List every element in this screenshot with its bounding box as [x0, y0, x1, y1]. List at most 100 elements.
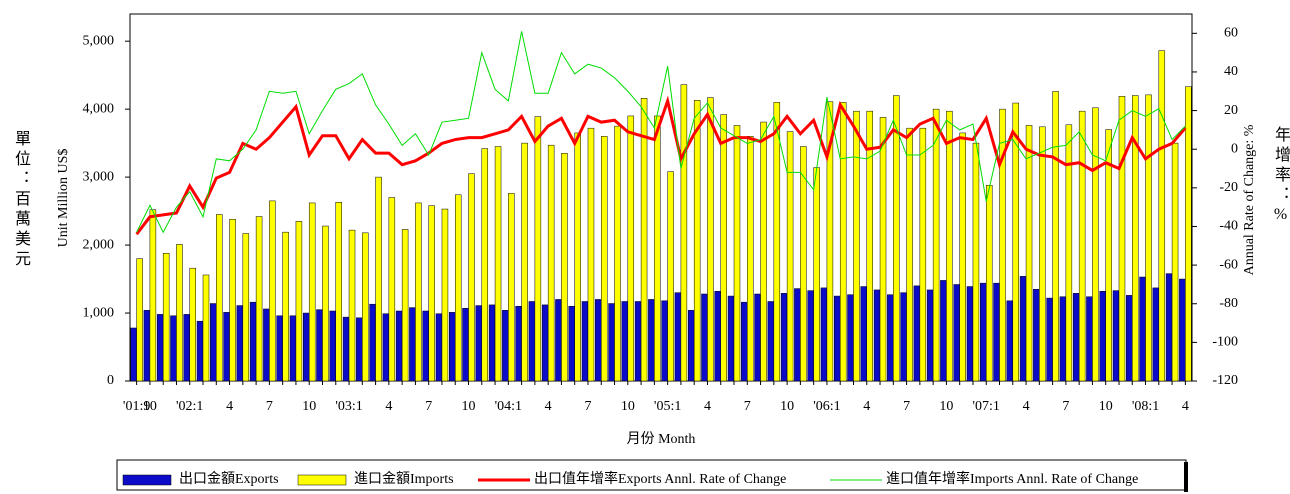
bar — [409, 307, 416, 382]
bar — [475, 305, 483, 382]
x-tick-label: 7 — [425, 399, 432, 414]
bar — [356, 317, 363, 382]
bar — [966, 286, 974, 382]
bar — [263, 308, 270, 382]
legend-label: 進口金額Imports — [354, 471, 454, 487]
bar — [847, 294, 854, 382]
bar — [1052, 91, 1059, 382]
bar — [674, 292, 682, 382]
y2-tick-label: -20 — [1219, 180, 1238, 195]
bar — [176, 244, 183, 382]
bar — [1025, 125, 1033, 382]
bar — [1019, 276, 1027, 382]
bar — [767, 301, 775, 382]
bar — [236, 305, 244, 382]
bar — [634, 301, 642, 382]
y2-axis-title-zh: 年增率：% — [1272, 126, 1289, 227]
bar — [587, 127, 595, 382]
bar — [1012, 102, 1020, 382]
bar — [335, 202, 342, 382]
bar — [375, 176, 382, 382]
bar — [329, 310, 337, 382]
bar — [820, 287, 828, 382]
bar — [680, 84, 688, 382]
bar — [1099, 291, 1106, 382]
bar — [1126, 295, 1133, 382]
x-tick-label: 7 — [903, 399, 910, 414]
bar — [502, 310, 509, 382]
x-tick-label: '06:1 — [813, 399, 840, 414]
x-tick-label: 4 — [385, 399, 392, 414]
plot-frame — [129, 13, 1193, 382]
x-tick-label: 7 — [266, 399, 273, 414]
bar — [1006, 300, 1014, 382]
bar — [156, 314, 164, 382]
y2-tick-label: 40 — [1224, 64, 1238, 79]
bar — [282, 231, 289, 382]
x-tick-label: 10 — [143, 399, 157, 414]
legend-label: 進口值年增率Imports Annl. Rate of Change — [886, 470, 1138, 487]
bar — [1033, 289, 1040, 382]
bar — [401, 229, 409, 382]
bar — [980, 282, 987, 382]
bar — [1065, 124, 1073, 382]
y2-tick-label: 60 — [1224, 26, 1238, 41]
bar — [369, 303, 376, 382]
y2-tick-label: -60 — [1219, 257, 1238, 272]
bar — [388, 197, 396, 382]
bar — [1139, 276, 1146, 382]
bar — [1185, 86, 1192, 382]
x-tick-label: 10 — [1099, 399, 1113, 414]
x-tick-label: '01:9 — [123, 399, 150, 414]
bar — [993, 282, 1000, 382]
bar — [648, 299, 655, 382]
bar — [733, 125, 741, 382]
bar — [162, 252, 170, 382]
bar — [515, 305, 522, 382]
y2-axis-title: Annual Rate of Change: % — [1242, 124, 1257, 275]
y-tick-label: 4,000 — [83, 101, 115, 116]
x-tick-label: 4 — [863, 399, 870, 414]
bar — [210, 303, 217, 382]
bar — [913, 285, 921, 382]
bar — [322, 225, 329, 382]
y2-tick-label: 0 — [1231, 141, 1238, 156]
bar — [873, 289, 881, 382]
bar — [435, 313, 443, 382]
y-tick-label: 0 — [107, 373, 114, 388]
bar — [1046, 297, 1053, 382]
legend-label: 出口金額Exports — [179, 471, 279, 487]
line — [136, 31, 1186, 234]
bar — [701, 293, 708, 382]
x-tick-label: '04:1 — [495, 399, 522, 414]
bar — [1072, 293, 1080, 382]
y2-tick-label: -120 — [1212, 373, 1238, 388]
bar — [640, 98, 648, 382]
x-tick-label: 7 — [744, 399, 751, 414]
bar — [853, 110, 860, 382]
bar — [786, 131, 794, 382]
bar — [959, 132, 966, 382]
y-tick-label: 5,000 — [83, 33, 115, 48]
bar — [760, 121, 767, 382]
bar — [462, 308, 469, 382]
bar — [601, 136, 608, 382]
bar — [919, 127, 927, 382]
bar — [149, 209, 157, 382]
bar — [481, 148, 489, 382]
bar — [893, 95, 900, 382]
bar — [316, 309, 323, 382]
bar — [441, 208, 449, 382]
bar — [621, 301, 629, 382]
bar — [940, 280, 947, 382]
bar — [196, 320, 204, 382]
x-tick-label: 4 — [704, 399, 711, 414]
x-tick-label: 10 — [621, 399, 635, 414]
bar — [242, 233, 250, 382]
bar — [302, 312, 310, 382]
bar — [555, 299, 562, 382]
y2-tick-label: -100 — [1212, 335, 1238, 350]
bar — [906, 127, 913, 382]
x-tick-label: 10 — [302, 399, 316, 414]
